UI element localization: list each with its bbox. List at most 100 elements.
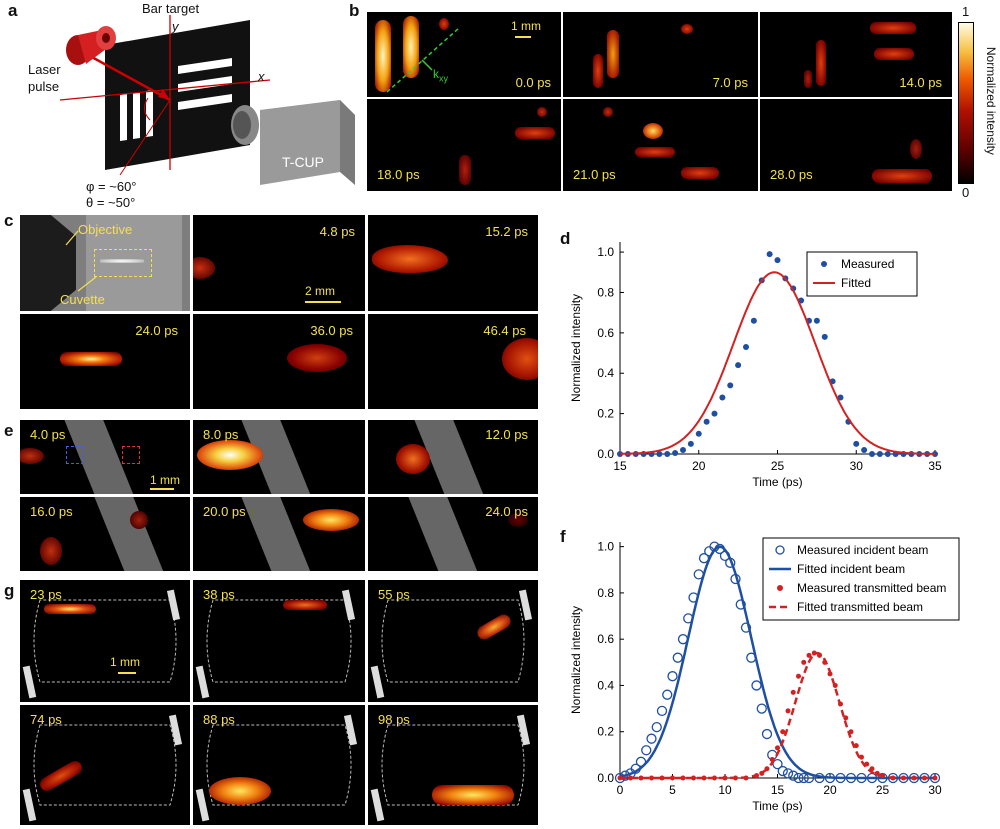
y-tick-label: 0.6 [597, 632, 614, 646]
x-tick-label: 0 [617, 783, 624, 797]
g-frame-5-time: 88 ps [203, 712, 235, 727]
g-frame-1-time: 23 ps [30, 587, 62, 602]
objective-shape [20, 215, 76, 311]
data-point [743, 343, 749, 350]
b-frame-4-time: 18.0 ps [377, 167, 420, 182]
data-point [775, 745, 780, 751]
g-frame-5: 88 ps [193, 705, 365, 825]
g-frame-2-time: 38 ps [203, 587, 235, 602]
data-point [711, 410, 718, 417]
data-point [735, 362, 742, 369]
e-frame-5-time: 20.0 ps [203, 504, 246, 519]
data-point [853, 440, 860, 447]
data-point [662, 689, 673, 700]
data-point [646, 733, 657, 744]
e-frame-1: 4.0 ps 1 mm [20, 420, 190, 494]
x-tick-label: 15 [771, 783, 785, 797]
data-point [703, 418, 710, 425]
g-scalebar [118, 672, 136, 674]
x-tick-label: 25 [771, 459, 785, 473]
c-frame-1-time: 4.8 ps [319, 224, 355, 239]
data-point [788, 770, 799, 781]
e-frame-5: 20.0 ps [193, 497, 365, 571]
legend-label: Measured transmitted beam [797, 581, 946, 595]
legend-label: Measured incident beam [797, 543, 928, 557]
laser-label-2: pulse [28, 79, 60, 94]
b-frame-6: 28.0 ps [760, 99, 952, 191]
x-tick-label: 10 [718, 783, 732, 797]
x-axis-label: x [258, 69, 265, 84]
t-cup-label: T-CUP [282, 154, 324, 170]
data-point [782, 768, 794, 779]
data-point [672, 652, 683, 663]
x-tick-label: 15 [613, 459, 627, 473]
y-axis-label: y [172, 19, 179, 34]
c-roi-box [94, 249, 152, 277]
data-point [861, 446, 868, 453]
angle-arc [144, 97, 151, 121]
bar-target-plate [105, 20, 250, 170]
colorbar-max: 1 [962, 4, 970, 19]
e-scalebar [150, 488, 174, 490]
data-point [641, 745, 652, 756]
c-frame-2: 15.2 ps [368, 215, 538, 311]
c-frame-4-time: 36.0 ps [310, 323, 353, 338]
b-frame-1-time: 0.0 ps [515, 75, 551, 90]
x-axis-label: Time (ps) [752, 799, 802, 813]
c-frame-3: 24.0 ps [20, 314, 190, 409]
data-point [821, 333, 828, 340]
data-point [667, 671, 678, 682]
bar-target-label: Bar target [142, 1, 200, 16]
e-frame-3: 12.0 ps [368, 420, 538, 494]
data-point [774, 257, 781, 264]
data-point [884, 451, 891, 457]
g-scalebar-label: 1 mm [110, 655, 140, 669]
fit-curve [619, 271, 935, 455]
data-point [719, 394, 726, 401]
g-frame-3-time: 55 ps [378, 587, 410, 602]
data-point [869, 451, 875, 457]
data-point [695, 430, 702, 437]
colorbar [958, 22, 974, 184]
e-scalebar-label: 1 mm [150, 473, 180, 487]
e-roi-blue [66, 446, 84, 464]
y-tick-label: 0.8 [597, 285, 614, 299]
data-point [766, 251, 773, 258]
g-frame-1: 23 ps 1 mm [20, 580, 190, 702]
panel-e-letter: e [4, 421, 14, 440]
data-point [727, 382, 734, 389]
data-point [790, 689, 796, 695]
legend-label: Fitted transmitted beam [797, 600, 923, 614]
data-point [806, 652, 812, 658]
y-tick-label: 0.0 [597, 447, 614, 461]
cuvette-label: Cuvette [60, 292, 105, 307]
panel-f-letter: f [560, 527, 566, 546]
y-tick-label: 0.4 [597, 366, 614, 380]
c-frame-5: 46.4 ps [368, 314, 538, 409]
target-bar [133, 92, 140, 139]
data-point [785, 708, 791, 714]
y-axis-label: Normalized intensity [569, 606, 583, 714]
kxy-label: kxy [433, 67, 448, 84]
data-point [649, 775, 654, 781]
colorbar-min: 0 [962, 185, 970, 200]
b-frame-5-time: 21.0 ps [573, 167, 616, 182]
x-tick-label: 5 [669, 783, 676, 797]
legend-label: Fitted incident beam [797, 562, 905, 576]
x-tick-label: 30 [928, 783, 942, 797]
x-axis-label: Time (ps) [752, 475, 802, 489]
y-tick-label: 0.8 [597, 586, 614, 600]
b-frame-4: 18.0 ps [367, 99, 561, 191]
legend-box [806, 251, 918, 297]
x-axis-line [59, 79, 271, 101]
laser-icon [66, 26, 116, 65]
y-tick-label: 0.0 [597, 771, 614, 785]
g-frame-2: 38 ps [193, 580, 365, 702]
b-frame-1: 1 mm kxy 0.0 ps [367, 12, 561, 97]
b-scalebar-label: 1 mm [511, 19, 541, 33]
x-tick-label: 25 [876, 783, 890, 797]
data-point [656, 705, 668, 717]
chart-f: 0 5 10 15 20 25 30 0.0 0.2 0.4 0.6 0.8 1.0 Time (ps) N… [569, 537, 960, 813]
t-cup-camera-icon [231, 100, 355, 185]
g-frame-4: 74 ps [20, 705, 190, 825]
